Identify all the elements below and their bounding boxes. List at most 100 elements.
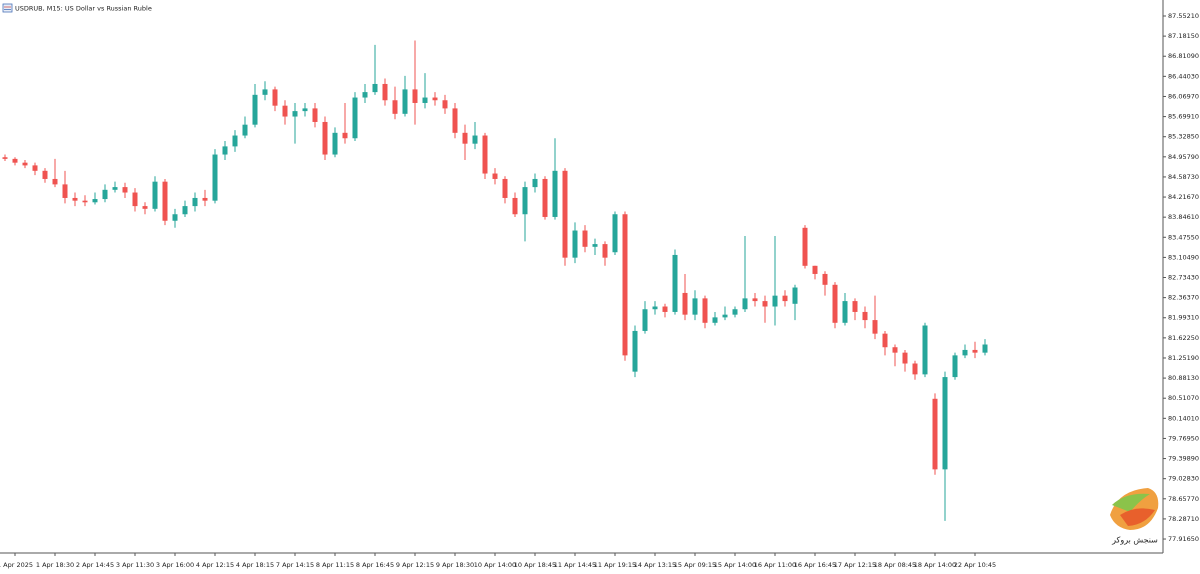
candle-body — [562, 170, 568, 258]
candle-body — [782, 295, 788, 302]
candle-body — [632, 330, 638, 372]
x-tick-label: 17 Apr 12:15 — [834, 561, 876, 569]
x-tick-label: 3 Apr 11:30 — [116, 561, 154, 569]
candle-body — [152, 181, 158, 209]
y-tick-label: 83.47550 — [1168, 233, 1199, 241]
x-tick-label: 8 Apr 11:15 — [316, 561, 354, 569]
candle-body — [792, 287, 798, 304]
candle-body — [422, 97, 428, 103]
logo-shape — [1120, 508, 1155, 526]
candle-body — [502, 178, 508, 198]
candle-body — [472, 135, 478, 144]
candle-body — [522, 187, 528, 215]
candle-body — [432, 97, 438, 101]
candle-body — [622, 214, 628, 356]
candle-body — [262, 89, 268, 95]
y-tick-label: 84.95790 — [1168, 153, 1199, 161]
candle-body — [322, 121, 328, 155]
x-tick-label: 8 Apr 16:45 — [356, 561, 394, 569]
candle-body — [192, 197, 198, 207]
y-tick-label: 78.65770 — [1168, 495, 1199, 503]
candle-body — [902, 352, 908, 364]
y-tick-label: 86.06970 — [1168, 92, 1199, 100]
candle-body — [862, 311, 868, 321]
candle-body — [222, 146, 228, 155]
y-tick-label: 83.10490 — [1168, 253, 1199, 261]
candle-body — [722, 314, 728, 318]
candle-body — [32, 165, 38, 171]
x-tick-label: 14 Apr 13:15 — [634, 561, 676, 569]
x-tick-label: 18 Apr 08:45 — [874, 561, 916, 569]
candle-body — [82, 200, 88, 203]
chart-title: USDRUB, M15: US Dollar vs Russian Ruble — [15, 5, 152, 13]
candle-body — [92, 199, 98, 203]
candle-body — [882, 333, 888, 348]
candle-body — [492, 173, 498, 179]
y-tick-label: 82.73430 — [1168, 274, 1199, 282]
x-tick-label: 2 Apr 14:45 — [76, 561, 114, 569]
x-tick-label: 16 Apr 11:00 — [754, 561, 796, 569]
y-tick-label: 80.14010 — [1168, 414, 1199, 422]
y-tick-label: 81.25190 — [1168, 354, 1199, 362]
candle-body — [302, 108, 308, 112]
candle-body — [392, 100, 398, 114]
candle-body — [772, 295, 778, 307]
x-tick-label: 22 Apr 10:45 — [954, 561, 996, 569]
x-tick-label: 10 Apr 14:00 — [474, 561, 516, 569]
candle-body — [942, 377, 948, 470]
y-tick-label: 85.32850 — [1168, 133, 1199, 141]
candle-body — [312, 108, 318, 122]
candle-body — [702, 298, 708, 323]
candle-body — [732, 309, 738, 315]
y-tick-label: 79.76950 — [1168, 434, 1199, 442]
candle-body — [292, 111, 298, 117]
candle-body — [372, 83, 378, 93]
candle-body — [352, 97, 358, 139]
y-tick-label: 85.69910 — [1168, 113, 1199, 121]
candle-body — [612, 214, 618, 253]
y-tick-label: 84.58730 — [1168, 173, 1199, 181]
x-tick-label: 4 Apr 12:15 — [196, 561, 234, 569]
candle-body — [962, 349, 968, 356]
candle-body — [922, 325, 928, 375]
candle-body — [652, 306, 658, 310]
candle-body — [52, 178, 58, 185]
candle-body — [832, 284, 838, 323]
candle-body — [12, 158, 18, 163]
candle-body — [672, 254, 678, 312]
candle-body — [842, 301, 848, 323]
candle-body — [202, 197, 208, 201]
candle-body — [282, 105, 288, 117]
y-tick-label: 86.81090 — [1168, 52, 1199, 60]
candle-body — [362, 92, 368, 98]
y-tick-label: 78.28710 — [1168, 515, 1199, 523]
candle-body — [662, 306, 668, 312]
candle-body — [142, 206, 148, 209]
candle-body — [62, 184, 68, 198]
candle-body — [892, 347, 898, 353]
candle-body — [932, 398, 938, 470]
symbol-icon — [2, 3, 13, 13]
candle-body — [852, 301, 858, 312]
candle-body — [342, 132, 348, 139]
candle-body — [122, 187, 128, 193]
candle-body — [162, 181, 168, 221]
y-tick-label: 79.39890 — [1168, 455, 1199, 463]
y-tick-label: 81.99310 — [1168, 314, 1199, 322]
watermark-logo: سنجش بروکر — [1110, 488, 1159, 545]
y-tick-label: 83.84610 — [1168, 213, 1199, 221]
candle-body — [72, 197, 78, 201]
candle-body — [572, 230, 578, 258]
candle-body — [402, 89, 408, 114]
candle-body — [972, 349, 978, 353]
candle-body — [22, 162, 28, 166]
x-tick-label: 18 Apr 14:00 — [914, 561, 956, 569]
candle-body — [692, 298, 698, 315]
candle-body — [582, 230, 588, 247]
x-tick-label: 9 Apr 18:30 — [436, 561, 474, 569]
candle-body — [2, 157, 8, 159]
y-tick-label: 79.02830 — [1168, 475, 1199, 483]
y-tick-label: 87.55210 — [1168, 12, 1199, 20]
candle-body — [242, 124, 248, 136]
